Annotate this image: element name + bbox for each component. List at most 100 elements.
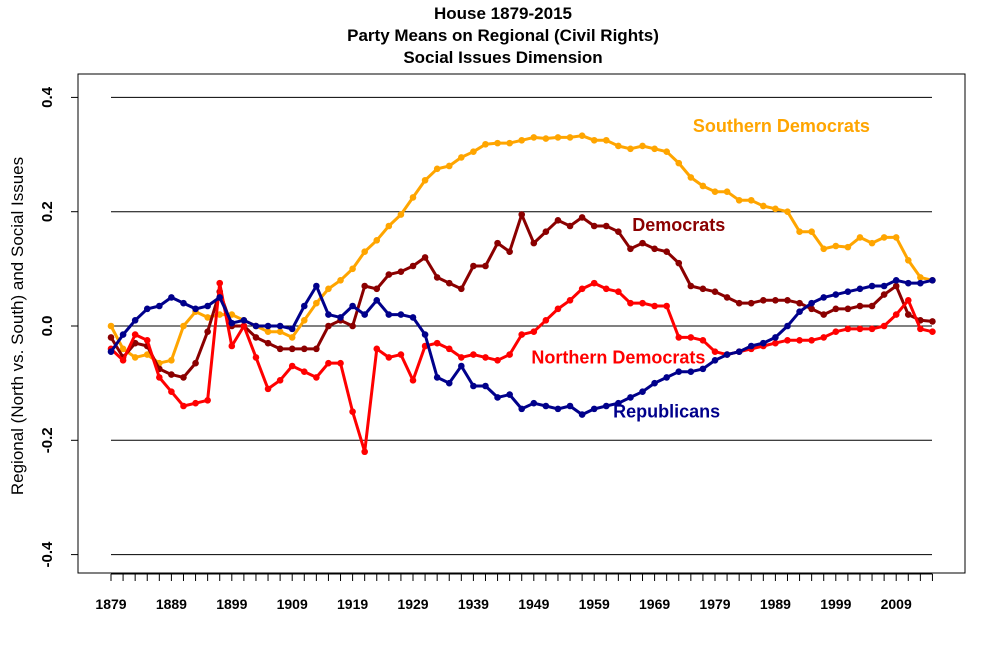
series-label-southern-democrats: Southern Democrats (693, 116, 870, 136)
data-point-republicans (772, 334, 779, 341)
data-point-democrats (530, 239, 538, 247)
data-point-democrats (602, 222, 610, 230)
data-point-republicans (542, 402, 550, 410)
data-point-southern-democrats (651, 145, 658, 153)
data-point-northern-democrats (627, 299, 634, 307)
data-point-republicans (929, 276, 936, 284)
data-point-republicans (252, 322, 260, 330)
data-point-southern-democrats (880, 234, 888, 241)
data-point-republicans (590, 405, 598, 413)
data-point-democrats (264, 339, 272, 347)
data-point-southern-democrats (361, 248, 368, 256)
series-label-republicans: Republicans (613, 402, 720, 422)
data-point-republicans (518, 405, 526, 413)
y-axis-title: Regional (North vs. South) and Social Is… (8, 157, 27, 495)
data-point-republicans (639, 388, 646, 396)
data-point-democrats (433, 274, 441, 281)
x-tick-label: 1949 (518, 596, 549, 612)
title-line-2: Party Means on Regional (Civil Rights) (347, 26, 659, 45)
data-point-northern-democrats (156, 374, 163, 381)
data-point-southern-democrats (445, 162, 453, 170)
data-point-republicans (784, 322, 791, 330)
data-point-southern-democrats (119, 345, 127, 353)
data-point-northern-democrats (796, 336, 803, 344)
data-point-republicans (602, 402, 610, 410)
x-axis: 1879 1889 1899 1909 1919 1929 1939 1949 1959 1969… (95, 573, 933, 612)
data-point-northern-democrats (325, 359, 332, 367)
data-point-northern-democrats (856, 325, 864, 333)
data-point-northern-democrats (530, 328, 538, 336)
data-point-northern-democrats (711, 348, 719, 356)
data-point-northern-democrats (361, 448, 368, 456)
data-point-democrats (409, 262, 417, 270)
x-tick-label: 1999 (820, 596, 851, 612)
data-point-northern-democrats (445, 345, 453, 353)
data-point-southern-democrats (530, 134, 538, 141)
data-point-southern-democrats (373, 236, 381, 244)
data-point-northern-democrats (397, 351, 405, 358)
data-point-democrats (252, 334, 260, 341)
series-democrats (107, 211, 936, 381)
data-point-democrats (325, 322, 332, 330)
data-point-southern-democrats (143, 351, 151, 358)
data-point-republicans (458, 362, 465, 370)
data-point-southern-democrats (542, 135, 550, 142)
data-point-republicans (530, 399, 538, 407)
data-point-southern-democrats (627, 145, 634, 153)
data-point-northern-democrats (590, 279, 598, 287)
x-tick-label: 1959 (579, 596, 610, 612)
x-tick-label: 1989 (760, 596, 791, 612)
y-tick-label: 0.4 (39, 86, 56, 108)
series-republicans (107, 276, 936, 418)
data-point-republicans (554, 405, 562, 413)
data-point-republicans (119, 331, 127, 338)
data-point-democrats (107, 334, 115, 341)
data-point-republicans (373, 296, 381, 304)
data-point-democrats (590, 222, 598, 230)
data-point-northern-democrats (300, 368, 308, 376)
data-point-southern-democrats (772, 205, 779, 213)
data-point-southern-democrats (337, 276, 344, 284)
data-point-democrats (542, 228, 550, 236)
data-point-republicans (494, 394, 501, 401)
series-label-northern-democrats: Northern Democrats (531, 347, 705, 367)
data-point-republicans (735, 348, 743, 356)
data-point-northern-democrats (252, 354, 260, 361)
data-point-northern-democrats (264, 385, 272, 393)
data-point-southern-democrats (639, 142, 646, 150)
data-point-republicans (168, 294, 175, 301)
x-tick-label: 1969 (639, 596, 670, 612)
data-point-republicans (844, 288, 852, 296)
data-point-democrats (554, 216, 562, 224)
data-point-northern-democrats (409, 376, 417, 384)
data-point-southern-democrats (723, 188, 731, 195)
data-point-democrats (760, 296, 767, 304)
data-point-southern-democrats (784, 208, 791, 215)
data-point-democrats (458, 285, 465, 293)
data-point-republicans (832, 291, 840, 298)
data-point-southern-democrats (325, 285, 332, 293)
gridlines (111, 96, 932, 556)
data-point-northern-democrats (288, 362, 296, 370)
data-point-southern-democrats (204, 314, 211, 321)
data-point-democrats (397, 268, 405, 276)
data-point-republicans (892, 276, 900, 284)
data-point-northern-democrats (566, 296, 574, 304)
data-point-republicans (349, 302, 356, 310)
data-point-southern-democrats (168, 356, 175, 364)
data-point-southern-democrats (494, 139, 501, 147)
data-point-southern-democrats (131, 354, 139, 361)
data-point-democrats (663, 248, 670, 256)
data-point-southern-democrats (264, 328, 272, 336)
data-point-republicans (397, 311, 405, 318)
data-point-northern-democrats (506, 351, 513, 358)
data-point-republicans (313, 282, 320, 290)
data-point-republicans (192, 305, 199, 313)
data-point-northern-democrats (349, 408, 356, 416)
data-point-republicans (868, 282, 876, 290)
series-northern-democrats (107, 279, 936, 456)
data-point-southern-democrats (917, 274, 924, 281)
y-tick-label: -0.4 (39, 541, 56, 568)
data-point-democrats (929, 318, 936, 325)
data-point-northern-democrats (204, 396, 211, 404)
